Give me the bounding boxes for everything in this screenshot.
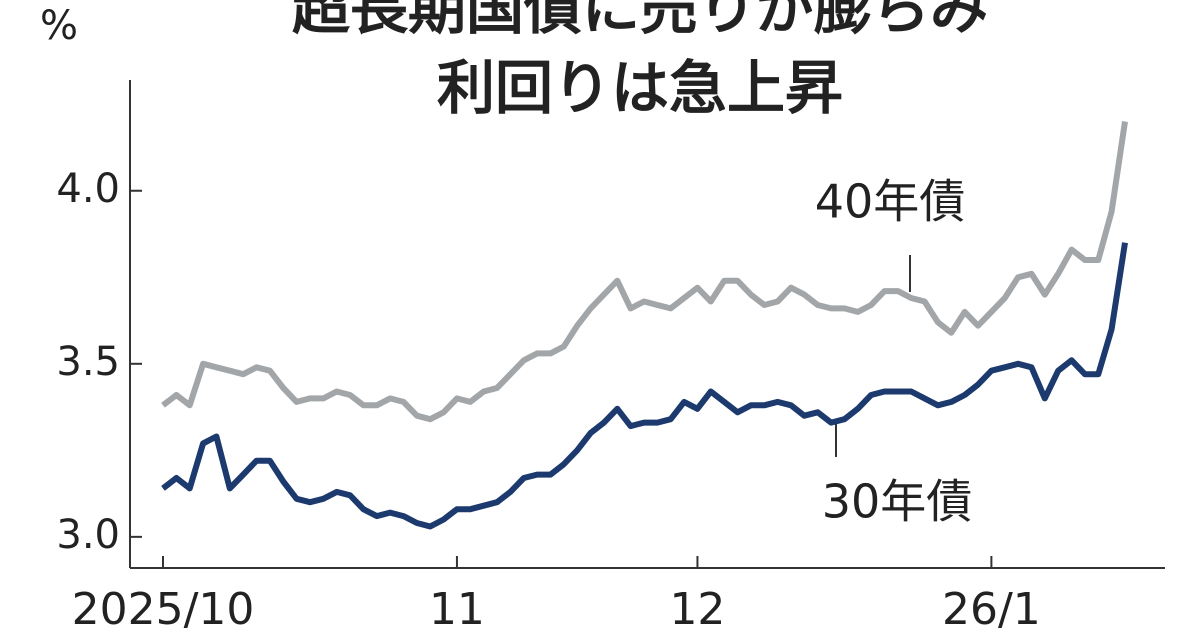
y-tick-label: 3.0	[56, 512, 120, 558]
x-tick-label: 2025/10	[72, 584, 255, 630]
x-tick-label: 11	[429, 584, 485, 630]
y-tick-label: 3.5	[56, 339, 120, 385]
y-axis-label: %	[40, 3, 78, 49]
series-label: 30年債	[822, 475, 973, 529]
series-line	[161, 242, 1128, 530]
series-label: 40年債	[815, 175, 966, 229]
chart-subtitle: 利回りは急上昇	[437, 54, 843, 122]
chart-title: 超長期国債に売りが膨らみ	[292, 0, 988, 42]
x-tick-label: 26/1	[942, 584, 1041, 630]
series-line	[161, 121, 1128, 423]
x-tick-label: 12	[669, 584, 725, 630]
y-tick-label: 4.0	[56, 166, 120, 212]
